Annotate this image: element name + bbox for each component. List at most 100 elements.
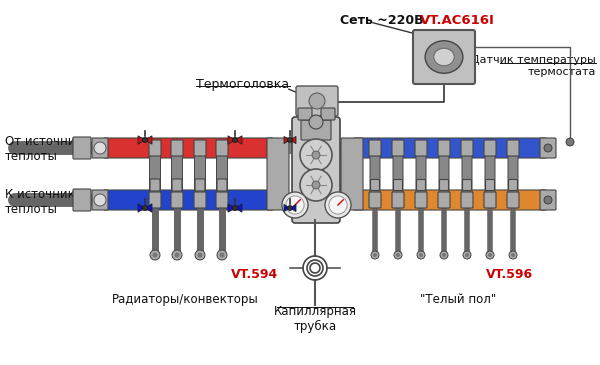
Circle shape — [544, 144, 552, 152]
Polygon shape — [228, 204, 235, 212]
Circle shape — [440, 251, 448, 259]
FancyBboxPatch shape — [172, 154, 182, 195]
FancyBboxPatch shape — [172, 179, 182, 191]
Circle shape — [486, 251, 494, 259]
Circle shape — [143, 138, 148, 142]
FancyBboxPatch shape — [371, 180, 380, 191]
Circle shape — [150, 250, 160, 260]
Circle shape — [282, 192, 308, 218]
FancyBboxPatch shape — [507, 192, 519, 208]
FancyBboxPatch shape — [194, 192, 206, 208]
Circle shape — [300, 169, 332, 201]
FancyBboxPatch shape — [171, 192, 183, 208]
Circle shape — [172, 250, 182, 260]
Polygon shape — [138, 204, 145, 212]
FancyBboxPatch shape — [353, 138, 547, 158]
Circle shape — [286, 196, 304, 214]
Text: Термоголовка: Термоголовка — [196, 78, 289, 91]
Polygon shape — [284, 204, 290, 212]
FancyBboxPatch shape — [103, 138, 274, 158]
Text: VT.594: VT.594 — [232, 268, 278, 281]
FancyBboxPatch shape — [216, 140, 228, 156]
Polygon shape — [235, 136, 242, 144]
FancyBboxPatch shape — [484, 140, 496, 156]
Polygon shape — [235, 204, 242, 212]
FancyBboxPatch shape — [292, 117, 340, 223]
Text: VT.AC616I: VT.AC616I — [420, 14, 495, 27]
Circle shape — [465, 253, 469, 257]
Circle shape — [394, 251, 402, 259]
FancyBboxPatch shape — [392, 140, 404, 156]
FancyBboxPatch shape — [461, 140, 473, 156]
FancyBboxPatch shape — [149, 154, 161, 195]
FancyBboxPatch shape — [462, 154, 472, 195]
FancyBboxPatch shape — [392, 192, 404, 208]
FancyBboxPatch shape — [393, 154, 403, 195]
FancyBboxPatch shape — [416, 154, 426, 195]
FancyBboxPatch shape — [439, 154, 449, 195]
Circle shape — [442, 253, 446, 257]
Text: От источника
теплоты: От источника теплоты — [5, 135, 90, 163]
FancyBboxPatch shape — [540, 190, 556, 210]
FancyBboxPatch shape — [150, 179, 160, 191]
Circle shape — [197, 253, 203, 257]
Text: Радиаторы/конвекторы: Радиаторы/конвекторы — [112, 293, 259, 306]
Polygon shape — [290, 204, 296, 212]
FancyBboxPatch shape — [509, 180, 517, 191]
FancyBboxPatch shape — [439, 180, 449, 191]
FancyBboxPatch shape — [394, 180, 403, 191]
FancyBboxPatch shape — [415, 192, 427, 208]
Circle shape — [509, 251, 517, 259]
Circle shape — [300, 139, 332, 171]
Text: "Телый пол": "Телый пол" — [420, 293, 496, 306]
FancyBboxPatch shape — [438, 192, 450, 208]
Polygon shape — [290, 137, 296, 143]
Circle shape — [309, 93, 325, 109]
Circle shape — [287, 138, 293, 142]
FancyBboxPatch shape — [194, 140, 206, 156]
Circle shape — [287, 205, 293, 211]
Circle shape — [94, 142, 106, 154]
FancyBboxPatch shape — [353, 190, 547, 210]
Circle shape — [373, 253, 377, 257]
Text: Сеть ~220В: Сеть ~220В — [340, 14, 424, 27]
Text: Капиллярная
трубка: Капиллярная трубка — [274, 305, 356, 333]
FancyBboxPatch shape — [73, 137, 91, 159]
Circle shape — [511, 253, 515, 257]
Circle shape — [220, 253, 224, 257]
FancyBboxPatch shape — [217, 179, 227, 191]
Text: Датчик температуры
термостата: Датчик температуры термостата — [471, 55, 596, 77]
Circle shape — [396, 253, 400, 257]
Circle shape — [312, 151, 320, 159]
FancyBboxPatch shape — [484, 192, 496, 208]
FancyBboxPatch shape — [370, 154, 380, 195]
FancyBboxPatch shape — [92, 138, 108, 158]
Polygon shape — [145, 136, 152, 144]
Circle shape — [566, 138, 574, 146]
Polygon shape — [138, 136, 145, 144]
FancyBboxPatch shape — [194, 154, 205, 195]
FancyBboxPatch shape — [296, 86, 338, 116]
Circle shape — [175, 253, 179, 257]
Circle shape — [371, 251, 379, 259]
FancyBboxPatch shape — [461, 192, 473, 208]
FancyBboxPatch shape — [369, 140, 381, 156]
FancyBboxPatch shape — [369, 192, 381, 208]
FancyBboxPatch shape — [463, 180, 472, 191]
Circle shape — [94, 194, 106, 206]
Ellipse shape — [434, 48, 454, 66]
FancyBboxPatch shape — [92, 190, 108, 210]
Circle shape — [312, 181, 320, 189]
FancyBboxPatch shape — [413, 30, 475, 84]
Circle shape — [309, 115, 323, 129]
FancyBboxPatch shape — [103, 190, 274, 210]
Circle shape — [325, 192, 351, 218]
Circle shape — [195, 250, 205, 260]
FancyBboxPatch shape — [149, 140, 161, 156]
Circle shape — [419, 253, 423, 257]
Circle shape — [233, 205, 238, 211]
Circle shape — [488, 253, 492, 257]
Circle shape — [329, 196, 347, 214]
FancyBboxPatch shape — [171, 140, 183, 156]
Polygon shape — [145, 204, 152, 212]
